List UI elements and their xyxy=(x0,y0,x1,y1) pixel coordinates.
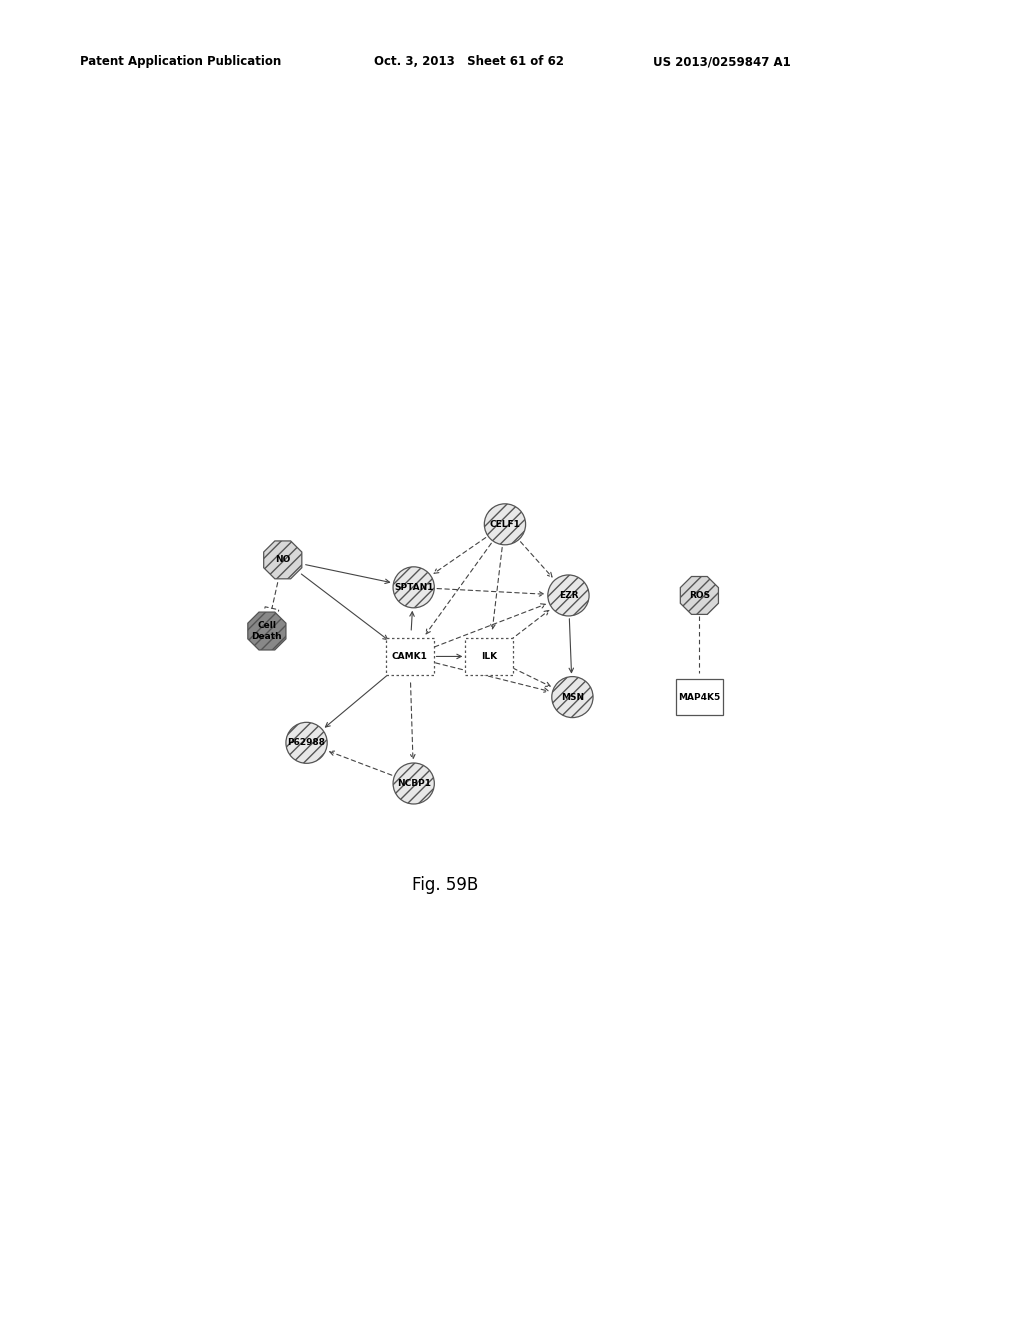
Text: NCBP1: NCBP1 xyxy=(396,779,431,788)
Ellipse shape xyxy=(552,677,593,718)
Text: CELF1: CELF1 xyxy=(489,520,520,529)
Text: ILK: ILK xyxy=(481,652,497,661)
Ellipse shape xyxy=(393,763,434,804)
Text: MSN: MSN xyxy=(561,693,584,702)
Text: P62988: P62988 xyxy=(288,738,326,747)
Text: Oct. 3, 2013   Sheet 61 of 62: Oct. 3, 2013 Sheet 61 of 62 xyxy=(374,55,564,69)
Text: Cell: Cell xyxy=(257,622,276,631)
Text: CAMK1: CAMK1 xyxy=(392,652,428,661)
FancyBboxPatch shape xyxy=(386,638,433,675)
Ellipse shape xyxy=(484,504,525,545)
Text: US 2013/0259847 A1: US 2013/0259847 A1 xyxy=(653,55,792,69)
Text: ROS: ROS xyxy=(689,591,710,601)
Polygon shape xyxy=(680,577,719,614)
FancyBboxPatch shape xyxy=(465,638,513,675)
Polygon shape xyxy=(264,541,302,578)
Text: EZR: EZR xyxy=(559,591,579,601)
Text: Patent Application Publication: Patent Application Publication xyxy=(80,55,282,69)
Text: NO: NO xyxy=(275,556,291,565)
Text: SPTAN1: SPTAN1 xyxy=(394,583,433,591)
Ellipse shape xyxy=(393,566,434,607)
Ellipse shape xyxy=(548,576,589,616)
Text: MAP4K5: MAP4K5 xyxy=(678,693,721,702)
Ellipse shape xyxy=(286,722,328,763)
FancyBboxPatch shape xyxy=(676,678,723,715)
Text: Fig. 59B: Fig. 59B xyxy=(413,876,478,894)
Text: Death: Death xyxy=(252,632,283,640)
Polygon shape xyxy=(248,612,286,649)
